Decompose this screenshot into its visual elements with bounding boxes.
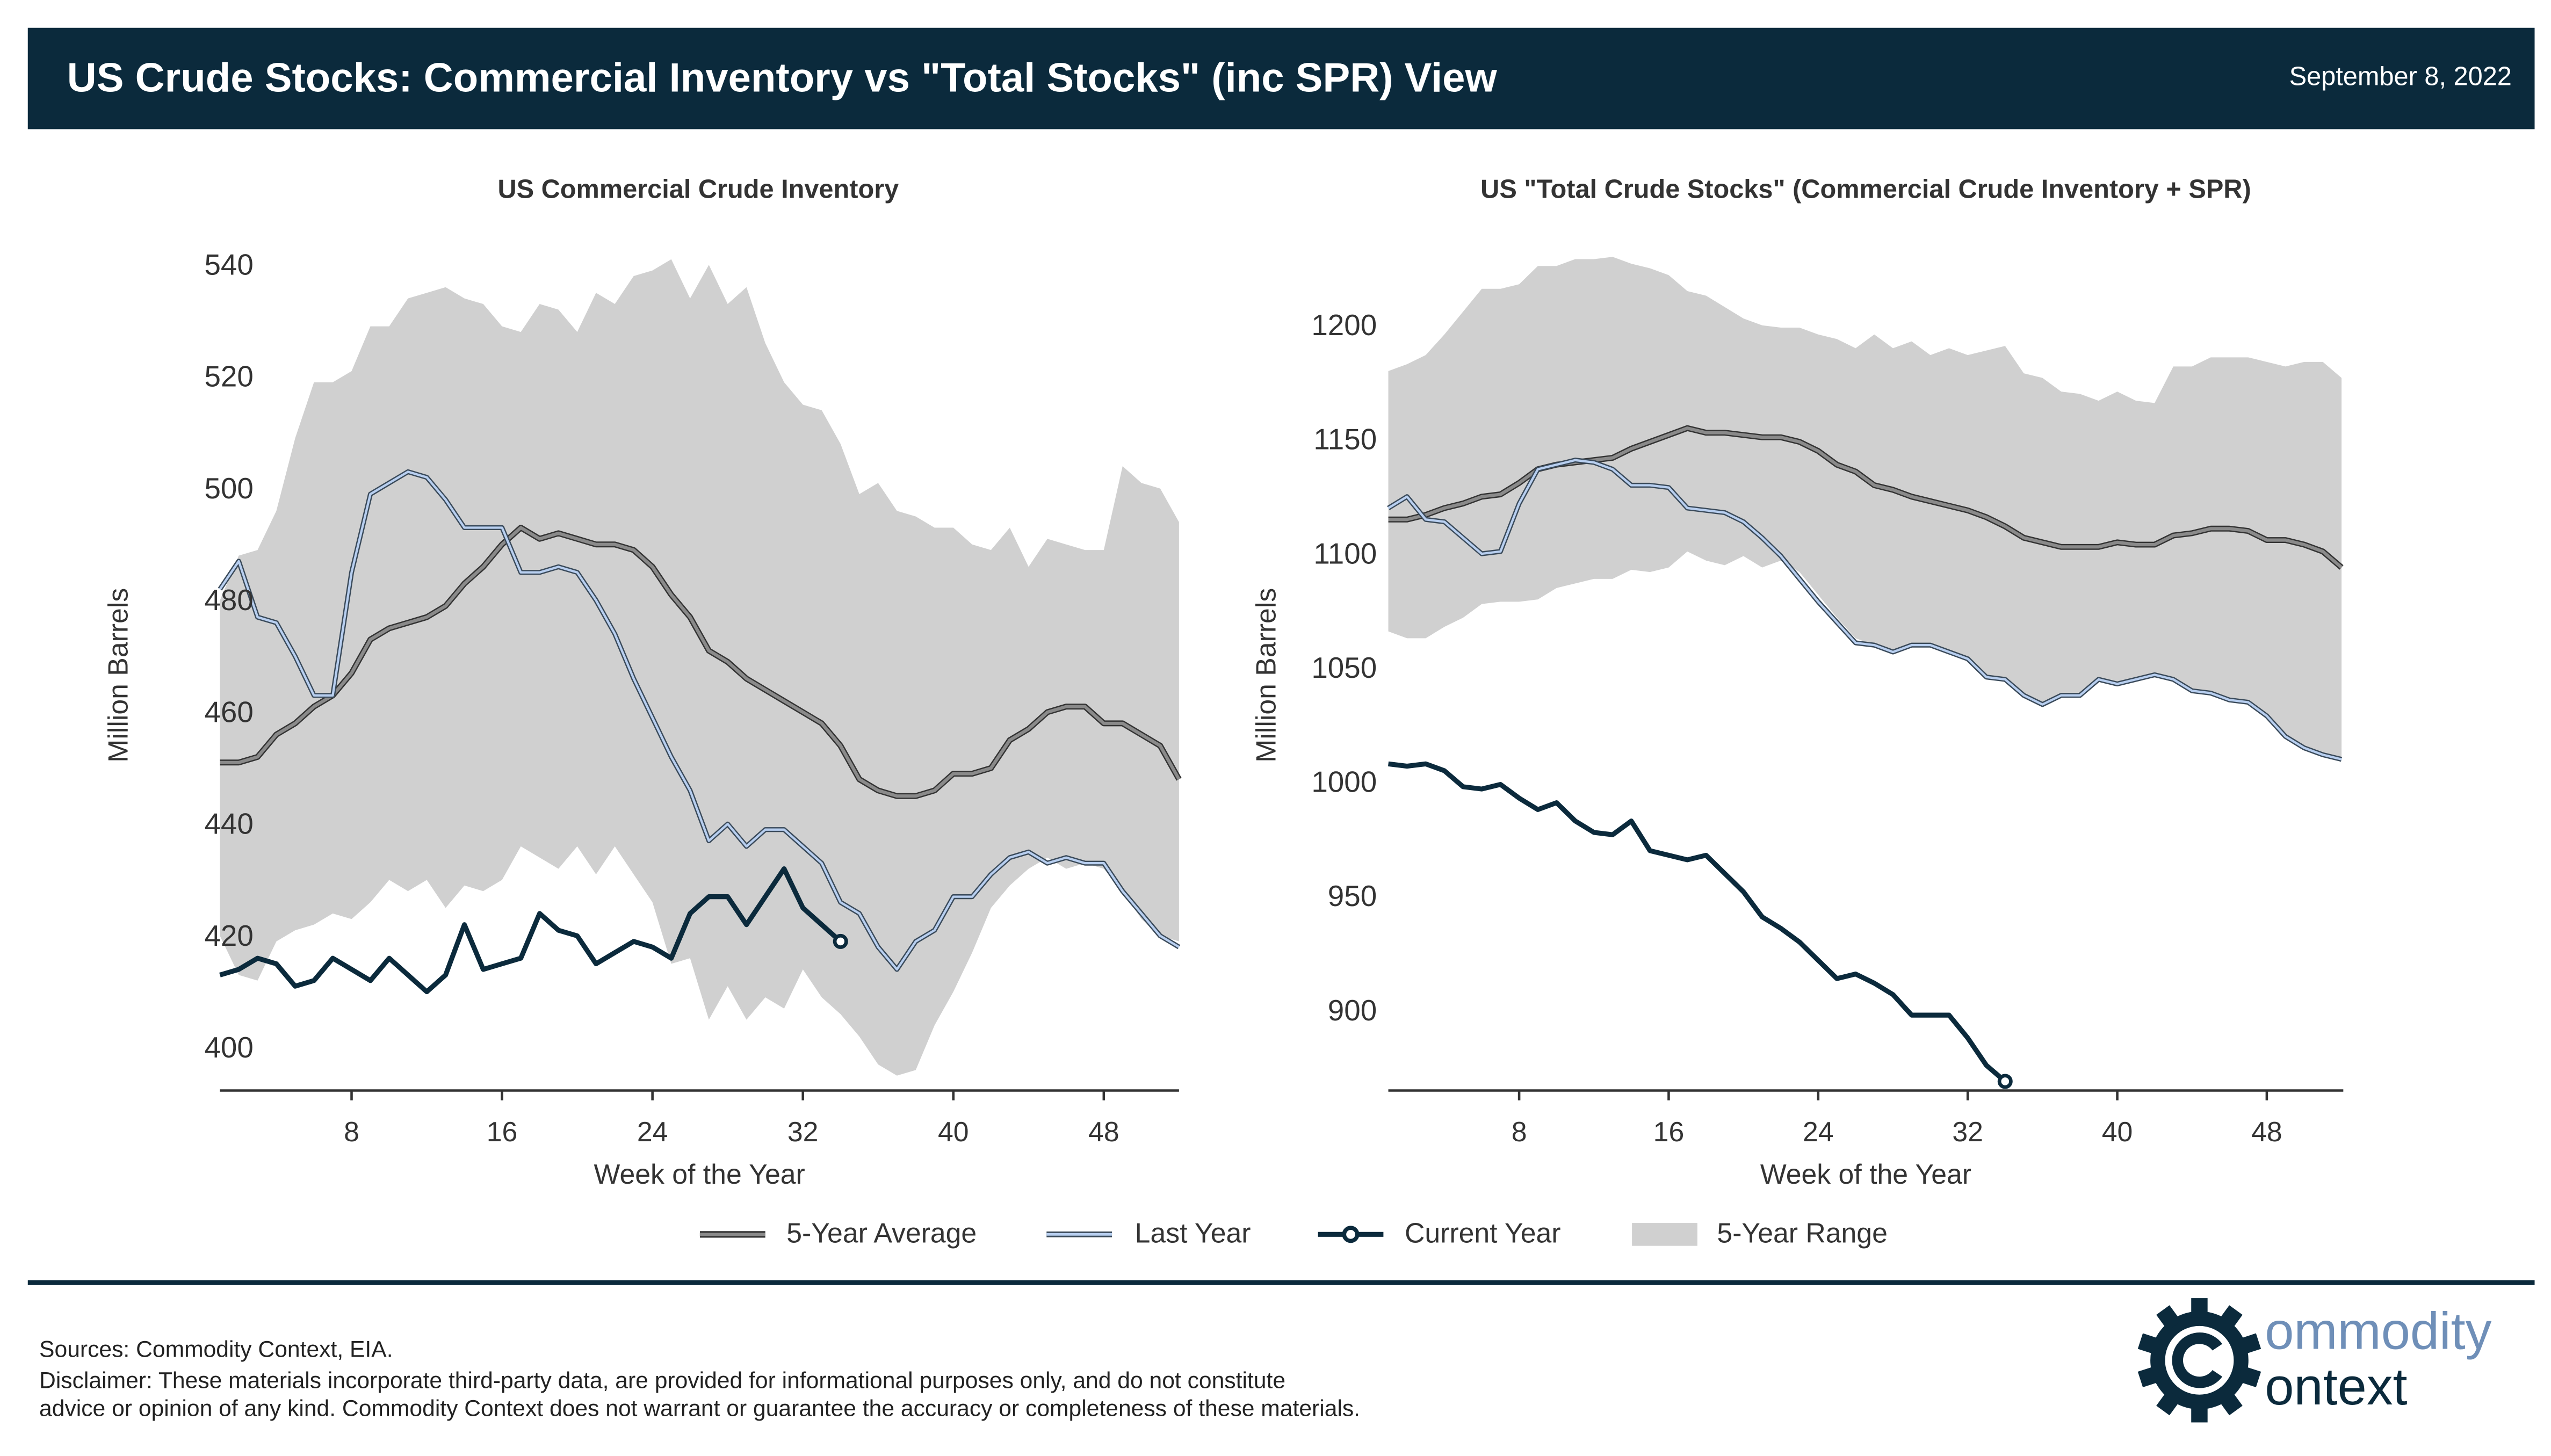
y-tick-label: 900 [1328, 994, 1377, 1027]
y-tick-label: 1050 [1311, 651, 1377, 684]
x-tick-label: 40 [938, 1116, 969, 1147]
y-tick-label: 460 [204, 695, 253, 728]
legend-last-label: Last Year [1134, 1218, 1251, 1249]
range-band [220, 259, 1179, 1076]
avg-line [220, 526, 1181, 798]
x-axis-label: Week of the Year [1760, 1158, 1971, 1190]
range-band [1388, 257, 2342, 759]
y-tick-label: 1150 [1313, 423, 1377, 456]
y-tick-label: 400 [204, 1031, 253, 1064]
sources-text: Sources: Commodity Context, EIA. [39, 1336, 393, 1362]
legend-swatches [699, 1223, 1697, 1246]
y-tick-label: 1100 [1313, 537, 1377, 570]
chart-2: US "Total Crude Stocks" (Commercial Crud… [1250, 175, 2344, 1190]
x-tick-label: 8 [344, 1116, 359, 1147]
chart-title: US "Total Crude Stocks" (Commercial Crud… [1480, 175, 2251, 204]
current-year-end-marker [1997, 1074, 2013, 1089]
x-tick-label: 8 [1512, 1116, 1527, 1147]
x-tick-label: 24 [637, 1116, 668, 1147]
gear-logo-icon [2137, 1298, 2261, 1423]
y-tick-label: 950 [1328, 879, 1377, 912]
legend-current-swatch [1318, 1226, 1384, 1243]
y-tick-label: 500 [204, 472, 253, 505]
x-tick-label: 32 [787, 1116, 819, 1147]
legend-range-swatch [1632, 1223, 1697, 1246]
y-tick-label: 520 [204, 360, 253, 393]
x-tick-label: 32 [1952, 1116, 1983, 1147]
x-tick-label: 16 [1653, 1116, 1685, 1147]
page-title: US Crude Stocks: Commercial Inventory vs… [67, 55, 1497, 102]
footer-divider [27, 1280, 2535, 1285]
last-year-line [1387, 459, 2342, 760]
disclaimer-line-2: advice or opinion of any kind. Commodity… [39, 1394, 1361, 1421]
header-bar: US Crude Stocks: Commercial Inventory vs… [27, 27, 2535, 129]
x-tick-label: 40 [2102, 1116, 2133, 1147]
logo-text-commodity: ommodity [2265, 1301, 2492, 1360]
y-tick-label: 420 [204, 919, 253, 952]
x-tick-label: 16 [487, 1116, 518, 1147]
legend-range-label: 5-Year Range [1717, 1218, 1888, 1249]
chart-title: US Commercial Crude Inventory [497, 175, 899, 204]
y-tick-label: 440 [204, 807, 253, 841]
y-tick-label: 480 [204, 583, 253, 617]
current-year-end-marker [833, 933, 848, 949]
report-date: September 8, 2022 [2289, 63, 2512, 92]
y-tick-label: 1000 [1311, 765, 1377, 799]
current-year-line [1387, 761, 2007, 1083]
chart-1: US Commercial Crude Inventory 8 16 24 32 40 48… [102, 175, 1182, 1190]
logo-text-context: ontext [2265, 1357, 2408, 1416]
x-tick-label: 48 [1088, 1116, 1119, 1147]
y-axis-label: Million Barrels [1250, 588, 1281, 763]
x-tick-label: 48 [2251, 1116, 2282, 1147]
x-axis-label: Week of the Year [594, 1158, 805, 1190]
legend-current-label: Current Year [1404, 1218, 1561, 1249]
legend: 5-Year Average Last Year Current Year 5-… [0, 1216, 2551, 1256]
legend-avg-label: 5-Year Average [786, 1218, 977, 1249]
disclaimer-line-1: Disclaimer: These materials incorporate … [39, 1366, 1286, 1393]
last-year-line [219, 470, 1180, 971]
current-year-line [219, 866, 842, 995]
x-tick-label: 24 [1803, 1116, 1834, 1147]
y-axis-label: Million Barrels [102, 588, 133, 763]
y-tick-label: 540 [204, 248, 253, 281]
commodity-context-logo: ommodity ontext [2134, 1295, 2527, 1426]
y-tick-label: 1200 [1311, 308, 1377, 342]
